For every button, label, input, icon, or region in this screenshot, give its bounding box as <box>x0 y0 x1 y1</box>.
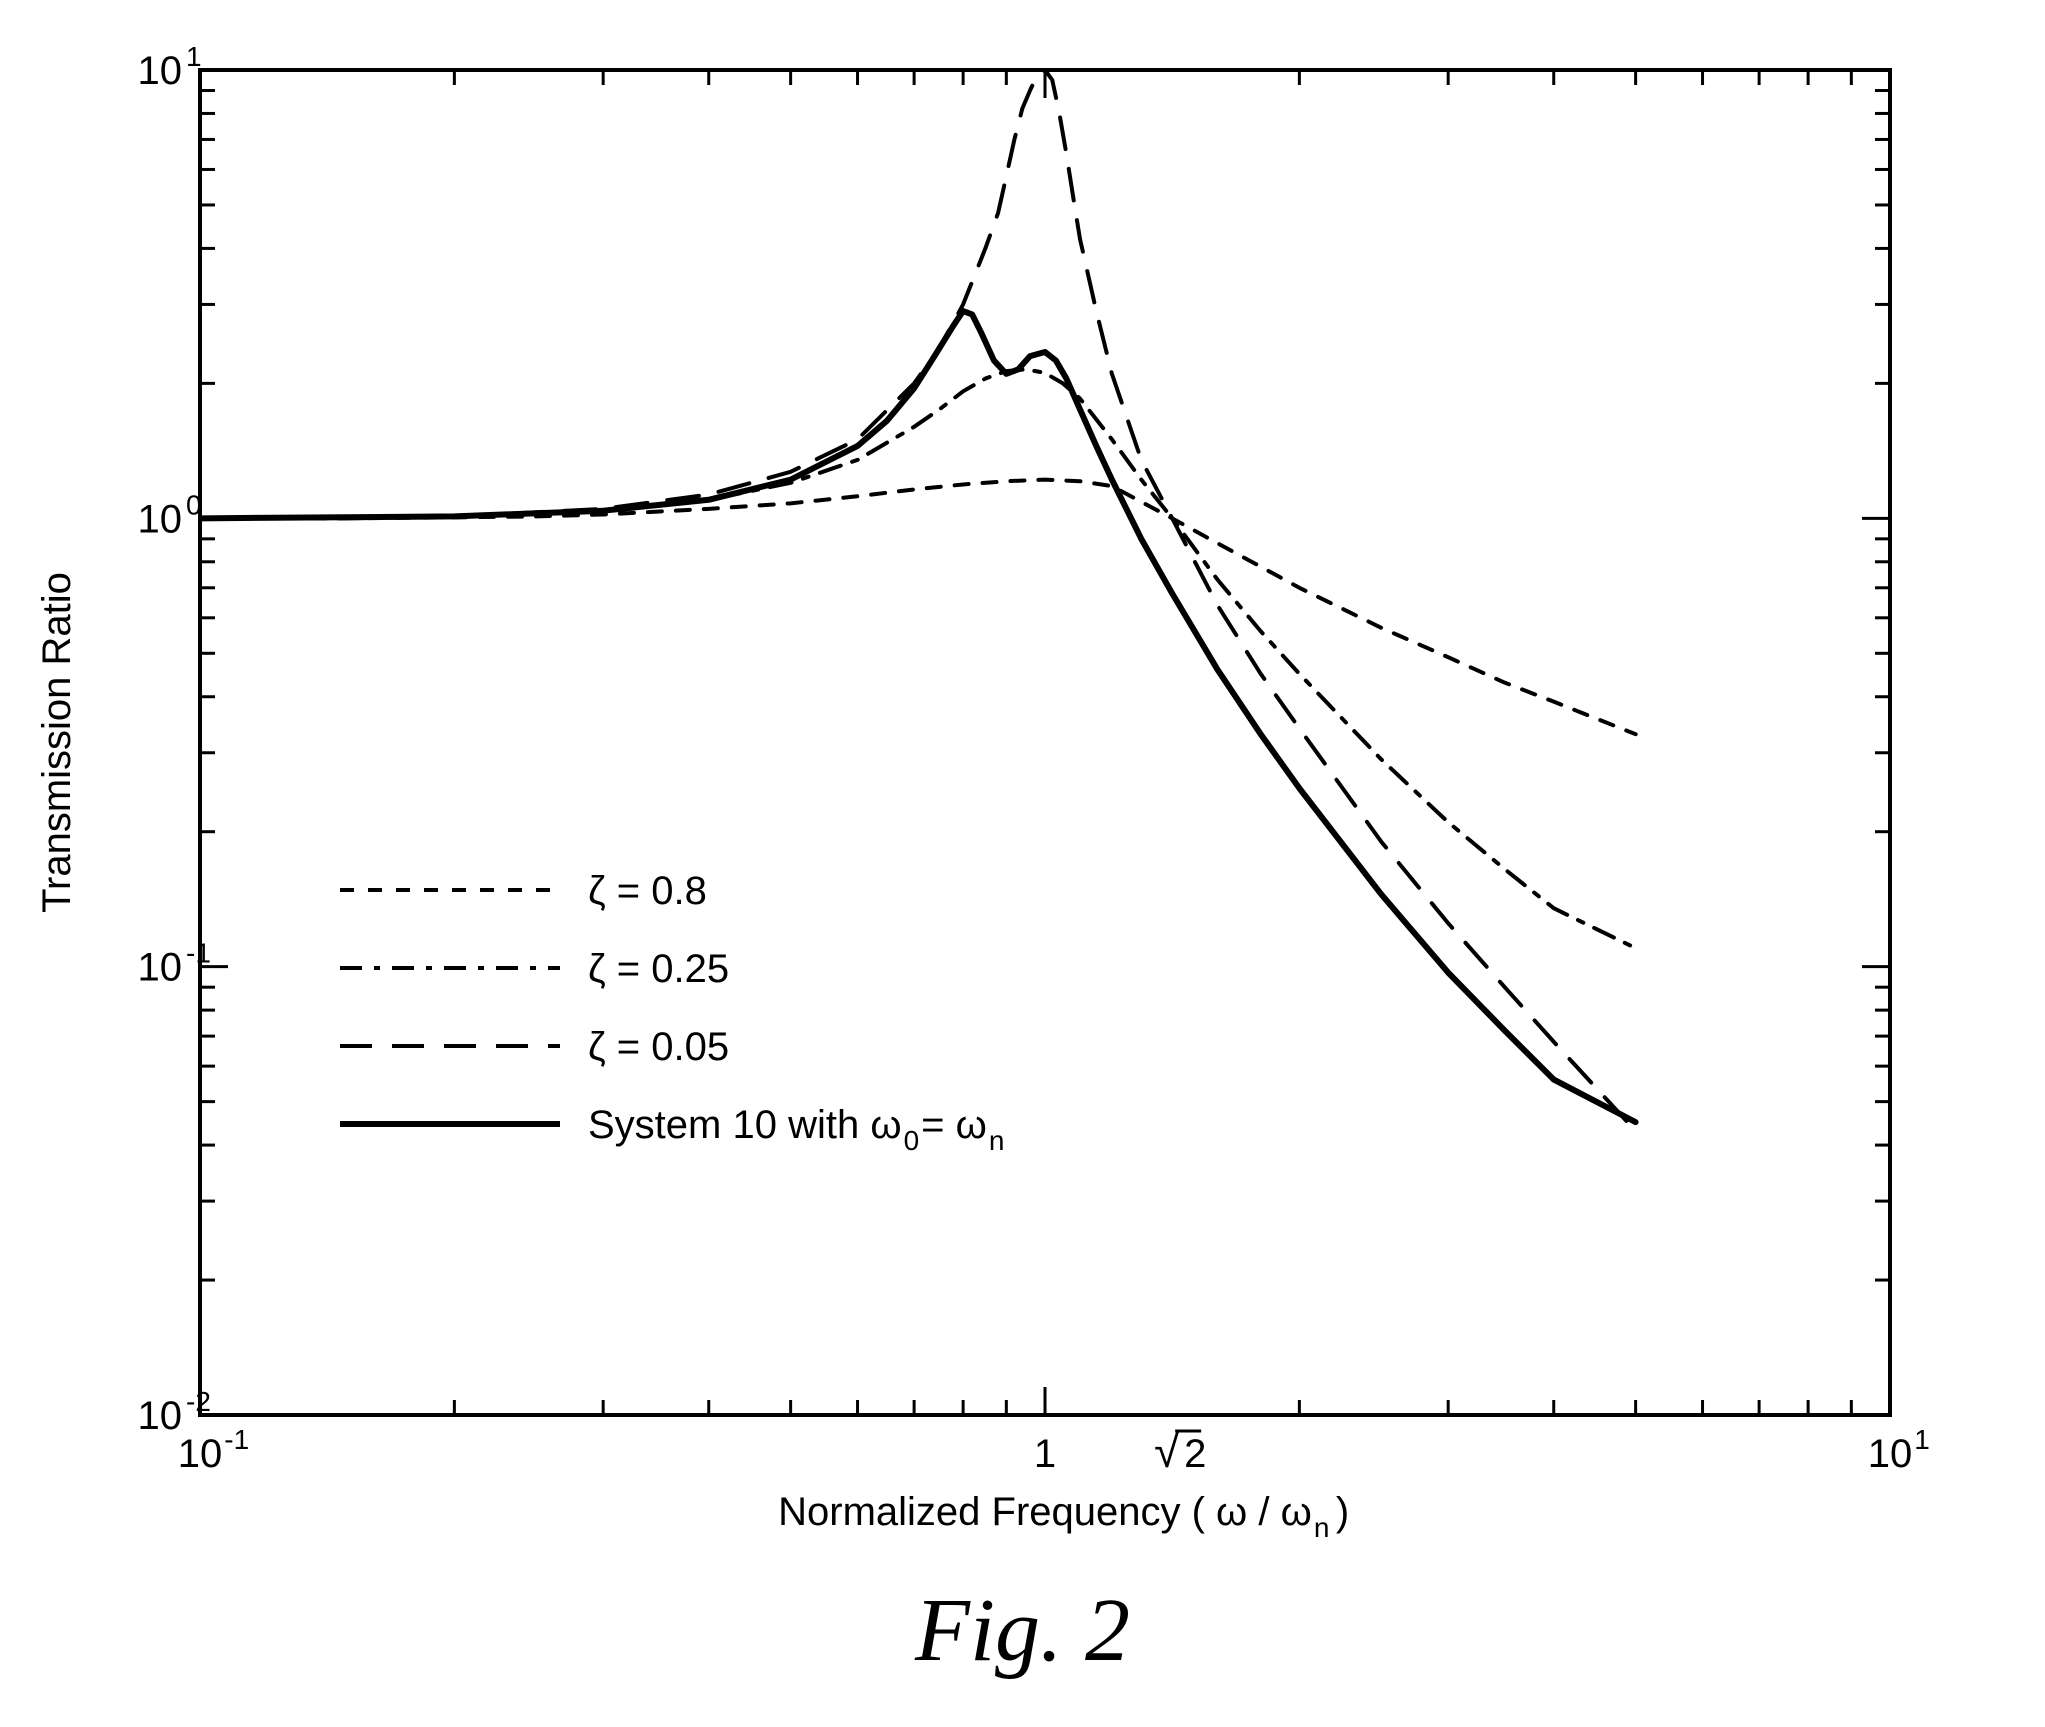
svg-text:1: 1 <box>1914 1424 1930 1455</box>
svg-text:= ω: = ω <box>921 1103 987 1147</box>
svg-text:10: 10 <box>1868 1432 1913 1476</box>
svg-text:√: √ <box>1154 1425 1180 1477</box>
svg-text:10: 10 <box>138 946 183 990</box>
svg-text:0: 0 <box>904 1125 920 1156</box>
svg-text:10: 10 <box>178 1432 223 1476</box>
y-axis-label: Transmission Ratio <box>35 572 79 913</box>
svg-text:-2: -2 <box>186 1386 211 1417</box>
svg-text:ζ = 0.05: ζ = 0.05 <box>588 1025 729 1069</box>
x-tick-label: 1 <box>1034 1432 1056 1476</box>
svg-text:0: 0 <box>186 489 202 520</box>
svg-text:1: 1 <box>186 41 202 72</box>
svg-text:n: n <box>1314 1512 1330 1543</box>
svg-text:10: 10 <box>138 1394 183 1438</box>
svg-text:ζ = 0.25: ζ = 0.25 <box>588 947 729 991</box>
transmission-ratio-chart: 10-11101√210-210-1100101Transmission Rat… <box>0 0 2045 1727</box>
svg-text:-1: -1 <box>186 938 211 969</box>
figure-caption: Fig. 2 <box>914 1581 1130 1680</box>
svg-text:-1: -1 <box>224 1424 249 1455</box>
svg-text:10: 10 <box>138 49 183 93</box>
svg-text:): ) <box>1336 1490 1349 1534</box>
svg-text:10: 10 <box>138 497 183 541</box>
svg-text:Normalized Frequency ( ω / ω: Normalized Frequency ( ω / ω <box>778 1490 1312 1534</box>
svg-text:ζ = 0.8: ζ = 0.8 <box>588 869 707 913</box>
svg-text:n: n <box>989 1125 1005 1156</box>
svg-text:1: 1 <box>1034 1432 1056 1476</box>
svg-text:System 10 with ω: System 10 with ω <box>588 1103 902 1147</box>
svg-text:2: 2 <box>1184 1432 1206 1476</box>
